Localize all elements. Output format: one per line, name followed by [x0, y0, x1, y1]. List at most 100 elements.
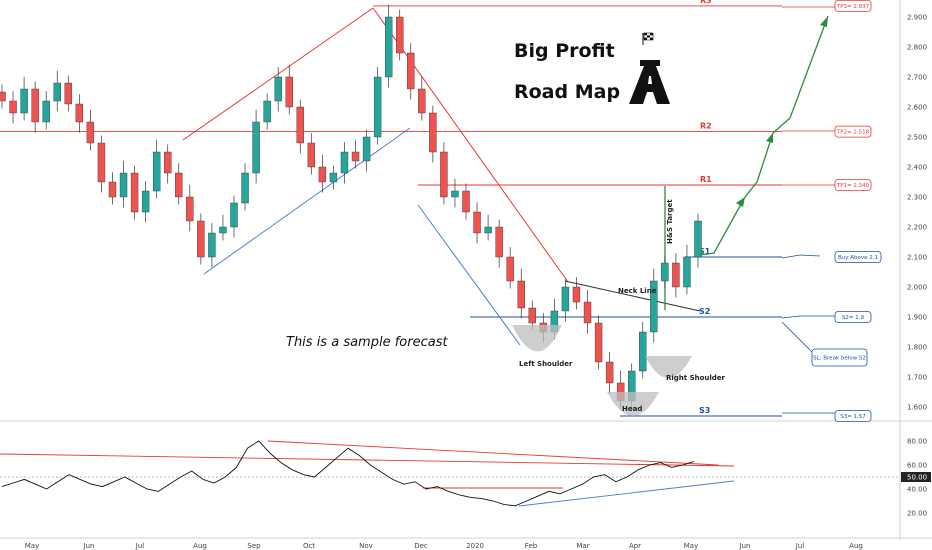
- callout-r1: [834, 179, 872, 191]
- month-label: Jul: [135, 542, 145, 550]
- price-tick-label: 1.600: [907, 404, 927, 412]
- arrow-head-1: [736, 197, 745, 207]
- price-tick-label: 2.600: [907, 104, 927, 112]
- month-label: Jun: [739, 542, 751, 550]
- price-tick-label: 1.700: [907, 374, 927, 382]
- candle-body: [418, 88, 426, 114]
- osc-resistance-1: [0, 453, 735, 467]
- callout-s2: [834, 311, 872, 323]
- level-label-r1: R1: [700, 175, 712, 184]
- level-callouts: TP3= 2.937 TP2= 2.518 TP1= 2.340 Buy Above …: [811, 0, 882, 422]
- right-shoulder-label: Right Shoulder: [666, 374, 726, 382]
- rising-support-line: [203, 127, 411, 275]
- candle-body: [583, 301, 592, 324]
- month-label: May: [25, 542, 39, 550]
- candle-body: [186, 196, 194, 222]
- callout-s1-text: Buy Above 2.1: [838, 255, 878, 261]
- month-label: Apr: [629, 542, 641, 550]
- level-label-r3: R3: [700, 0, 712, 5]
- price-tick-label: 2.400: [907, 164, 927, 172]
- candle-body: [97, 142, 106, 183]
- candle-body: [429, 112, 437, 153]
- candle-body: [683, 256, 691, 288]
- candle-body: [230, 202, 238, 228]
- candle-body: [42, 100, 50, 123]
- neck-line-label: Neck Line: [618, 287, 657, 295]
- candle-body: [462, 190, 470, 213]
- candle-body: [384, 16, 393, 78]
- time-axis: May Jun Jul Aug Sep Oct Nov Dec 2020 Feb Mar Apr May…: [25, 542, 863, 550]
- left-shoulder-label: Left Shoulder: [519, 360, 573, 368]
- head-label: Head: [622, 405, 642, 413]
- candle-body: [517, 280, 525, 309]
- candle-body: [396, 16, 404, 54]
- candle-body: [661, 262, 669, 282]
- callout-r3-text: TP3= 2.937: [836, 4, 870, 10]
- candle-body: [318, 166, 327, 183]
- price-tick-label: 2.000: [907, 284, 927, 292]
- candle-body: [407, 52, 415, 90]
- price-tick-label: 1.900: [907, 314, 927, 322]
- candle-body: [351, 151, 360, 162]
- candle-body: [130, 172, 139, 213]
- month-label: Jun: [83, 542, 95, 550]
- candle-body: [672, 262, 680, 288]
- candle-body: [175, 172, 183, 198]
- candle-body: [75, 103, 84, 123]
- month-label: Aug: [193, 542, 207, 550]
- hs-shapes: [512, 325, 692, 416]
- month-label: Nov: [359, 542, 373, 550]
- candle-body: [31, 88, 39, 123]
- candle-body: [594, 322, 603, 363]
- osc-current-tag: [901, 472, 931, 482]
- candles: [0, 4, 702, 412]
- candle-body: [639, 331, 647, 372]
- candle-body: [164, 151, 172, 174]
- month-label: Jul: [795, 542, 805, 550]
- callout-stop-loss: [811, 348, 868, 367]
- candle-body: [53, 82, 61, 102]
- month-label: Dec: [414, 542, 428, 550]
- osc-tick-label: 80.00: [907, 438, 927, 446]
- level-label-s2: S2: [699, 307, 710, 316]
- callout-s3: [834, 410, 872, 422]
- candle-body: [274, 76, 282, 102]
- candle-body: [307, 142, 316, 168]
- callout-pointers: [781, 6, 835, 414]
- candle-body: [572, 286, 581, 303]
- candle-body: [340, 151, 349, 174]
- candle-body: [650, 280, 658, 333]
- candle-body: [119, 172, 128, 198]
- candle-body: [362, 136, 371, 162]
- osc-tick-label: 50.00: [907, 474, 927, 482]
- candle-body: [208, 232, 216, 258]
- candle-body: [440, 151, 448, 198]
- candle-body: [285, 76, 293, 108]
- arrow-head-3: [820, 16, 828, 27]
- candle-body: [219, 226, 227, 234]
- osc-support-line: [518, 480, 735, 507]
- hs-target-label: H&S Target: [666, 199, 674, 244]
- falling-resistance-line: [372, 7, 569, 283]
- forecast-path: [699, 15, 829, 256]
- price-tick-label: 2.700: [907, 74, 927, 82]
- neck-line: [564, 280, 701, 312]
- month-label: Feb: [525, 542, 538, 550]
- osc-tick-label: 60.00: [907, 462, 927, 470]
- caption: This is a sample forecast: [286, 335, 448, 350]
- candle-body: [197, 220, 205, 258]
- candle-body: [506, 256, 514, 282]
- candle-body: [9, 100, 17, 114]
- candle-body: [20, 88, 28, 114]
- falling-support-line: [417, 204, 521, 346]
- candle-body: [561, 286, 570, 312]
- candle-body: [108, 181, 117, 198]
- candle-body: [528, 307, 536, 324]
- osc-tick-label: 40.00: [907, 486, 927, 494]
- candle-body: [694, 220, 702, 258]
- callout-s2-text: S2= 1.9: [842, 315, 865, 321]
- candle-body: [473, 211, 481, 234]
- head-shape: [607, 392, 659, 416]
- candle-body: [152, 151, 161, 192]
